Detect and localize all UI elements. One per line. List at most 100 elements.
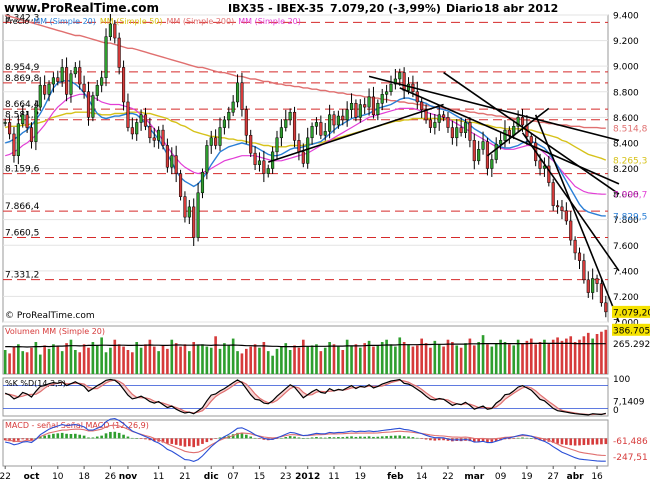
- candle-body: [108, 23, 112, 37]
- candle-body: [595, 278, 599, 284]
- macd-histogram-bar: [315, 437, 318, 439]
- volume-bar: [183, 344, 187, 374]
- volume-bar: [8, 353, 11, 374]
- volume-bar: [556, 337, 559, 374]
- candle-body: [60, 67, 64, 82]
- macd-histogram-bar: [534, 438, 537, 440]
- volume-bar: [433, 340, 437, 374]
- macd-histogram-bar: [78, 434, 82, 439]
- period: Diario: [446, 2, 484, 15]
- volume-bar: [38, 354, 42, 374]
- macd-histogram-bar: [253, 437, 257, 439]
- x-tick-label: 27: [547, 472, 558, 482]
- stochastic-fill: [535, 390, 541, 400]
- macd-histogram-bar: [358, 436, 362, 439]
- candle-body: [577, 252, 582, 261]
- trend-line: [368, 75, 620, 142]
- macd-histogram-bar: [578, 438, 581, 446]
- volume-bar: [525, 340, 529, 374]
- macd-histogram-bar: [337, 437, 340, 439]
- volume-bar: [227, 345, 231, 374]
- trend-line: [443, 71, 620, 195]
- candle-body: [301, 151, 305, 164]
- candle-body: [43, 85, 47, 95]
- volume-bar: [47, 348, 51, 374]
- candle-body: [319, 122, 323, 136]
- volume-bar: [91, 342, 95, 374]
- macd-histogram-bar: [152, 438, 156, 442]
- candle-body: [209, 137, 213, 146]
- macd-histogram-bar: [569, 438, 573, 446]
- macd-value-label: -61,486: [613, 437, 648, 447]
- candle-body: [218, 127, 222, 146]
- macd-histogram-bar: [521, 437, 524, 439]
- candle-body: [214, 137, 218, 146]
- candle-body: [310, 126, 314, 139]
- volume-bar: [604, 329, 608, 374]
- volume-bar: [319, 351, 323, 374]
- stochastic-k-line: [4, 378, 606, 416]
- macd-histogram-bar: [139, 438, 143, 439]
- volume-bar: [12, 346, 16, 374]
- candle-body: [393, 78, 397, 85]
- volume-badge: [612, 323, 650, 336]
- candle-body: [420, 101, 424, 110]
- volume-bar: [170, 339, 174, 374]
- candle-body: [240, 82, 244, 110]
- x-tick-label: 18: [78, 472, 90, 482]
- volume-bar: [95, 345, 99, 374]
- candle-body: [157, 129, 161, 141]
- x-tick-label: 11: [153, 472, 164, 482]
- candle-body: [564, 210, 568, 222]
- candle-body: [446, 117, 450, 128]
- volume-bar: [214, 336, 217, 374]
- volume-bar: [166, 348, 169, 374]
- macd-histogram-bar: [437, 438, 441, 441]
- x-tick-label: oct: [24, 472, 41, 482]
- volume-bar: [398, 337, 402, 374]
- volume-bar: [310, 345, 314, 374]
- candle-body: [91, 95, 95, 118]
- volume-bar: [407, 344, 410, 374]
- candle-body: [538, 160, 542, 169]
- macd-histogram-bar: [560, 438, 564, 445]
- candle-body: [178, 173, 183, 197]
- stochastic-fill: [127, 389, 133, 399]
- volume-bar: [578, 339, 581, 374]
- macd-histogram-bar: [319, 437, 323, 439]
- macd-histogram-bar: [332, 437, 336, 439]
- candle-body: [437, 114, 441, 123]
- candle-body: [284, 119, 288, 128]
- volume-bar: [126, 350, 130, 374]
- trend-line: [399, 87, 620, 185]
- volume-bar: [380, 342, 384, 374]
- candle-body: [196, 192, 200, 238]
- candle-body: [573, 239, 577, 254]
- volume-bar: [240, 353, 244, 374]
- legend-entry: MM (Simple 20): [33, 17, 96, 26]
- candle-body: [288, 111, 292, 121]
- macd-histogram-bar: [323, 437, 327, 439]
- macd-histogram-bar: [104, 433, 108, 439]
- macd-histogram-bar: [508, 438, 511, 440]
- candle-body: [200, 172, 205, 194]
- candle-body: [503, 129, 507, 141]
- candle-body: [516, 117, 520, 127]
- macd-histogram-bar: [398, 435, 402, 439]
- macd-histogram-bar: [512, 438, 516, 439]
- volume-bar: [34, 342, 38, 374]
- x-axis: 22 oct 10 18 26 nov 11 21 dic 07 15 23 2012 11 19 feb 14…: [0, 466, 603, 482]
- macd-histogram-bar: [60, 432, 64, 439]
- volume-bar: [591, 338, 594, 374]
- candle-body: [459, 127, 463, 133]
- candle-body: [253, 152, 257, 165]
- volume-bar: [280, 346, 283, 374]
- volume-bar: [201, 344, 204, 374]
- macd-histogram-bar: [477, 438, 480, 442]
- volume-bar: [350, 345, 353, 374]
- macd-histogram-bar: [179, 438, 182, 446]
- price-tick-label: 8.800: [613, 88, 639, 98]
- legend-entry: MM (Simple 20): [238, 17, 301, 26]
- candle-body: [547, 165, 551, 183]
- price-tick-label: 8.200: [613, 165, 639, 175]
